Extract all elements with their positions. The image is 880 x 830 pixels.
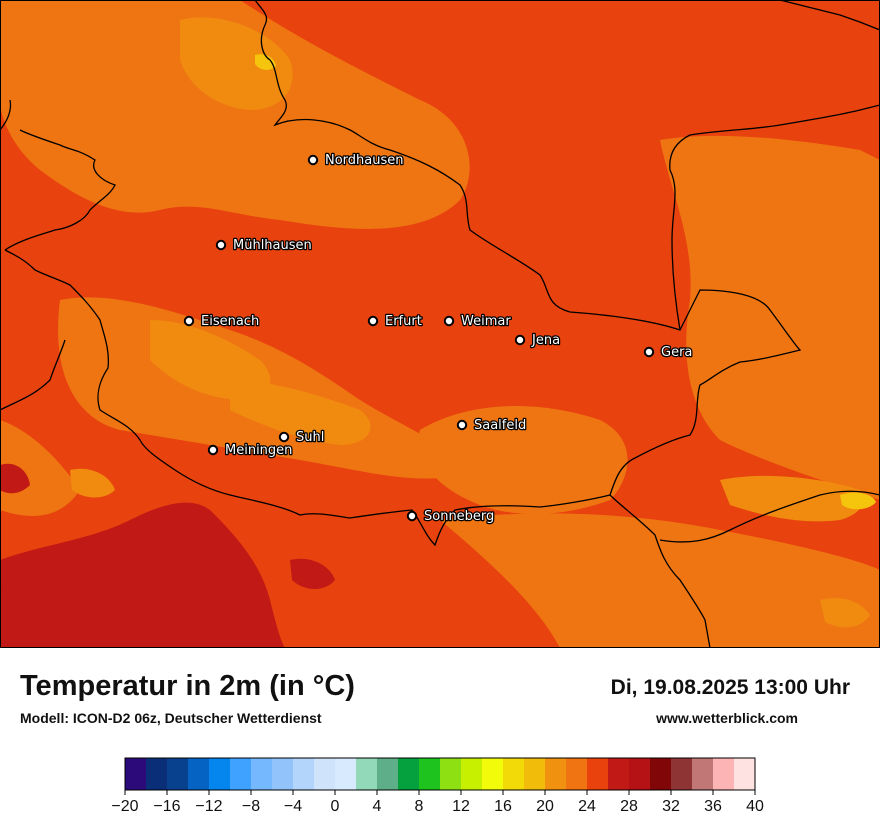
legend-swatch [566,758,588,790]
city-gera[interactable]: Gera [643,344,694,361]
forecast-datetime: Di, 19.08.2025 13:00 Uhr [610,676,850,699]
legend-tick-label: −16 [153,798,180,815]
city-label-saalfeld: Saalfeld [474,418,526,433]
legend-swatch [356,758,378,790]
legend-tick-label: −20 [111,798,138,815]
city-muehlhausen[interactable]: Mühlhausen [215,237,313,254]
legend-swatch [629,758,651,790]
legend-tick-label: 12 [452,798,470,815]
city-label-eisenach: Eisenach [201,314,259,329]
website-link[interactable]: www.wetterblick.com [656,710,798,726]
legend-swatch [524,758,546,790]
legend-swatch [335,758,357,790]
legend-swatch [650,758,672,790]
legend-swatch [209,758,231,790]
legend-tick-label: 36 [704,798,722,815]
legend-swatch [440,758,462,790]
model-source: Modell: ICON-D2 06z, Deutscher Wetterdie… [20,710,322,726]
city-suhl[interactable]: Suhl [278,429,326,446]
state-borders [0,0,880,648]
city-eisenach[interactable]: Eisenach [183,313,261,330]
city-meiningen[interactable]: Meiningen [207,442,294,459]
city-markers: Nordhausen Mühlhausen Eisenach Erfurt We… [183,152,694,525]
legend-swatch [272,758,294,790]
legend-tick-label: 20 [536,798,554,815]
legend-tick-label: −12 [195,798,222,815]
legend-tick-label: −8 [242,798,260,815]
legend-swatch [167,758,189,790]
legend-tick-label: 4 [373,798,382,815]
legend-tick-label: −4 [284,798,302,815]
city-label-weimar: Weimar [461,314,511,329]
legend-tick-label: 16 [494,798,512,815]
city-nordhausen[interactable]: Nordhausen [307,152,405,169]
city-erfurt[interactable]: Erfurt [367,313,423,330]
legend-frame [124,757,756,791]
legend-swatch [461,758,483,790]
legend-swatch [734,758,756,790]
legend-tick-label: 32 [662,798,680,815]
page-title: Temperatur in 2m (in °C) [20,670,355,702]
city-label-gera: Gera [661,345,692,360]
legend-tick-label: 28 [620,798,638,815]
city-weimar[interactable]: Weimar [443,313,513,330]
legend-swatch [293,758,315,790]
map-footer: Temperatur in 2m (in °C) Modell: ICON-D2… [0,648,880,830]
temperature-map: Nordhausen Mühlhausen Eisenach Erfurt We… [0,0,880,648]
temperature-areas-20 [255,54,876,510]
temperature-areas-28 [0,463,335,648]
legend-swatch [692,758,714,790]
legend-swatch [251,758,273,790]
city-saalfeld[interactable]: Saalfeld [456,417,528,434]
legend-tick-label: 8 [415,798,424,815]
legend-swatch [146,758,168,790]
city-jena[interactable]: Jena [514,332,561,349]
legend-swatch [545,758,567,790]
legend-swatch [230,758,252,790]
legend-swatch [713,758,735,790]
legend-swatch [503,758,525,790]
legend-swatch [482,758,504,790]
legend-tick-label: 0 [331,798,340,815]
legend-tick-label: 24 [578,798,596,815]
city-label-erfurt: Erfurt [385,314,422,329]
legend-swatch [377,758,399,790]
legend-swatch [398,758,420,790]
legend-swatch [587,758,609,790]
city-label-nordhausen: Nordhausen [325,153,404,168]
temperature-areas-22 [70,17,870,628]
legend-tick-label: 40 [746,798,764,815]
legend-swatch [608,758,630,790]
color-legend: −20 −16 −12 −8 −4 0 4 8 12 16 20 24 28 32 36 40 [111,757,764,815]
legend-swatch [314,758,336,790]
city-sonneberg[interactable]: Sonneberg [406,508,496,525]
city-label-jena: Jena [531,333,560,348]
legend-swatch [671,758,693,790]
city-label-sonneberg: Sonneberg [424,509,494,524]
legend-swatch [188,758,210,790]
legend-swatch [419,758,441,790]
legend-swatch [125,758,147,790]
city-label-muehlhausen: Mühlhausen [233,238,312,253]
city-label-meiningen: Meiningen [225,443,292,458]
city-label-suhl: Suhl [296,430,324,445]
